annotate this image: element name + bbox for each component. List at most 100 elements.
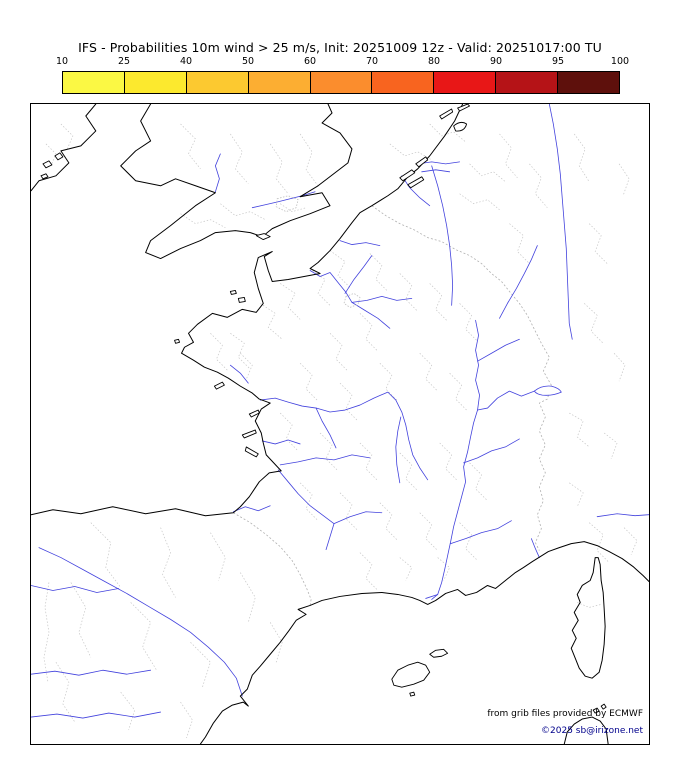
zeeland-island-2 <box>407 176 425 189</box>
islands <box>40 104 607 714</box>
coastlines <box>31 104 649 744</box>
river-thames <box>251 191 316 209</box>
colorbar-segment <box>248 72 311 93</box>
menorca-island <box>429 648 449 658</box>
colorbar-segment <box>496 72 559 93</box>
colorbar-segment <box>434 72 497 93</box>
irish-islet-1 <box>42 160 53 169</box>
irish-islet-2 <box>54 152 64 161</box>
paris-urban-area <box>343 292 361 308</box>
colorbar-tick: 70 <box>365 56 379 67</box>
london-urban-area <box>275 195 299 213</box>
colorbar-segment <box>558 72 620 93</box>
lake-geneva <box>533 385 562 396</box>
irish-islet-3 <box>40 173 49 180</box>
colorbar-tick: 25 <box>117 56 131 67</box>
river-var <box>530 538 540 558</box>
river-severn <box>215 153 221 193</box>
coastline-ireland <box>31 104 97 192</box>
frisian-island-2 <box>457 104 471 112</box>
colorbar-tick: 50 <box>241 56 255 67</box>
map-frame: from grib files provided by ECMWF ©2025 … <box>30 103 650 745</box>
colorbar-segment <box>124 72 187 93</box>
mallorca-island <box>391 661 431 688</box>
river-durance <box>450 520 512 545</box>
river-rhone-upper <box>477 390 535 411</box>
river-doubs <box>477 338 520 362</box>
river-rhine-delta-1 <box>417 161 461 165</box>
ushant-island <box>174 338 180 344</box>
colorbar-segment <box>310 72 373 93</box>
urban-areas <box>275 195 361 308</box>
river-loire <box>259 391 429 481</box>
colorbar-segment <box>63 72 125 93</box>
colorbar-tick-row: 10 25 40 50 60 70 80 90 95 100 <box>56 56 629 69</box>
river-vilaine <box>229 364 249 384</box>
colorbar-scale <box>62 71 620 94</box>
river-dordogne <box>279 454 371 466</box>
isle-of-wight <box>255 233 271 241</box>
page-title: IFS - Probabilities 10m wind > 25 m/s, I… <box>78 40 602 55</box>
copyright-notice: ©2025 sb@irizone.net <box>541 726 643 736</box>
colorbar-tick: 40 <box>179 56 193 67</box>
colorbar-segment <box>186 72 249 93</box>
colorbar-tick: 90 <box>489 56 503 67</box>
national-borders <box>233 205 552 606</box>
river-oise <box>344 255 373 294</box>
coastline-continent-atlantic <box>31 104 464 517</box>
coastline-corsica <box>570 557 606 679</box>
border-france-east <box>371 205 552 551</box>
guernsey-island <box>229 289 237 295</box>
border-france-spain <box>233 512 312 606</box>
noirmoutier-island <box>248 409 260 418</box>
cabrera-island <box>409 691 416 697</box>
river-saone <box>475 319 480 411</box>
colorbar-segment <box>372 72 435 93</box>
river-douro <box>31 585 120 593</box>
river-isere <box>463 438 520 464</box>
colorbar: 10 25 40 50 60 70 80 90 95 100 <box>56 56 629 94</box>
maddalena-islet-1 <box>592 707 600 714</box>
river-charente <box>261 439 301 445</box>
river-tagus <box>31 669 152 676</box>
river-meuse <box>431 165 454 306</box>
river-marne <box>351 296 413 303</box>
river-somme <box>339 240 381 246</box>
coastline-britain <box>120 104 353 260</box>
oleron-island <box>244 446 259 458</box>
river-moselle <box>499 245 538 319</box>
maddalena-islet-2 <box>600 703 607 710</box>
colorbar-tick: 95 <box>551 56 565 67</box>
re-island <box>241 429 257 439</box>
river-guadiana <box>31 711 161 719</box>
river-ebro <box>38 547 243 697</box>
river-seine <box>309 270 391 329</box>
lakes <box>533 385 562 396</box>
belle-ile <box>213 381 225 390</box>
map-svg <box>31 104 649 744</box>
jersey-island <box>237 296 246 303</box>
coastline-mediterranean <box>199 541 649 744</box>
river-garonne <box>277 469 335 550</box>
coastline-sardinia <box>563 716 609 744</box>
river-tarn <box>333 511 383 525</box>
zeeland-island-3 <box>415 156 429 168</box>
river-rhone <box>431 409 478 600</box>
river-vienne <box>315 407 337 449</box>
colorbar-tick: 60 <box>303 56 317 67</box>
river-scheldt <box>401 175 431 207</box>
ijsselmeer <box>453 121 468 132</box>
colorbar-tick: 10 <box>55 56 69 67</box>
river-po <box>596 513 649 518</box>
colorbar-tick: 100 <box>610 56 630 67</box>
river-adour <box>232 505 271 513</box>
river-rhone-delta-branch <box>425 594 439 599</box>
zeeland-island-1 <box>399 169 416 182</box>
colorbar-tick: 80 <box>427 56 441 67</box>
frisian-island-1 <box>439 108 454 120</box>
rivers <box>31 104 649 719</box>
river-allier <box>395 416 402 484</box>
data-source-credit: from grib files provided by ECMWF <box>487 709 643 719</box>
admin-borders <box>43 123 638 739</box>
